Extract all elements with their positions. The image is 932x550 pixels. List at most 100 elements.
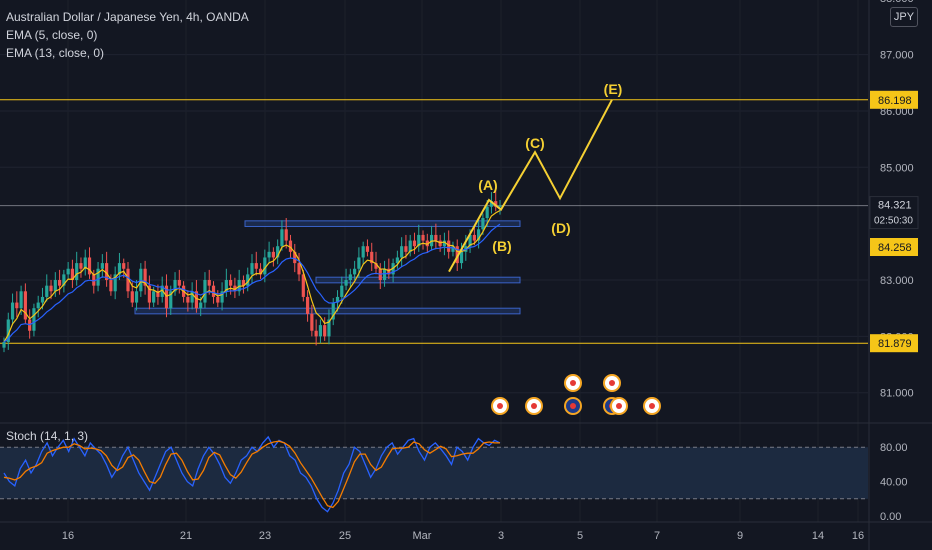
candle-body: [301, 274, 305, 297]
candle-body: [130, 291, 134, 303]
candle-body: [485, 206, 489, 219]
candle-body: [434, 234, 438, 241]
candle-body: [361, 246, 365, 258]
candle-body: [32, 308, 36, 331]
candle-body: [75, 263, 79, 281]
candle-body: [2, 342, 6, 348]
economic-events: [491, 374, 661, 415]
candle-body: [477, 229, 481, 241]
stoch-band: [0, 447, 868, 499]
candle-body: [365, 246, 370, 252]
candle-body: [331, 302, 335, 320]
candle-body: [186, 296, 190, 303]
candle-body: [421, 234, 425, 241]
candle-body: [147, 285, 151, 303]
candle-body: [284, 229, 288, 241]
candle-body: [177, 280, 181, 286]
chart-legend: Australian Dollar / Japanese Yen, 4h, OA…: [6, 8, 249, 62]
support-price-badge: [870, 238, 918, 256]
candle-body: [134, 291, 139, 303]
ema5-line: [3, 209, 501, 343]
candle-body: [66, 268, 70, 275]
candle-body: [203, 280, 207, 303]
time-tick: 16: [62, 530, 74, 542]
candle-body: [53, 280, 57, 292]
time-tick: 5: [577, 530, 583, 542]
candle-body: [194, 291, 199, 309]
candle-body: [92, 274, 96, 286]
candle-body: [62, 274, 66, 286]
candle-body: [382, 268, 387, 281]
candle-body: [36, 302, 40, 309]
candle-body: [117, 263, 122, 275]
price-zone: [315, 276, 521, 284]
candle-body: [169, 291, 173, 309]
candle-body: [357, 257, 361, 269]
candle-body: [280, 229, 284, 247]
candle-body: [258, 268, 263, 275]
price-zone: [244, 220, 521, 227]
event-dot-icon: [531, 403, 537, 409]
candle-body: [374, 263, 378, 269]
candle-body: [79, 263, 83, 269]
time-tick: 16: [852, 530, 864, 542]
candle-body: [400, 246, 404, 258]
candle-body: [447, 240, 451, 252]
event-dot-icon: [570, 380, 576, 386]
price-tick: 86.000: [880, 106, 914, 118]
candle-body: [19, 291, 23, 309]
time-tick: 7: [654, 530, 660, 542]
wave-label: (C): [525, 135, 544, 151]
candle-body: [122, 263, 126, 269]
horizontal-lines: [0, 99, 868, 344]
time-tick: 21: [180, 530, 192, 542]
candle-body: [370, 251, 374, 264]
candle-body: [40, 296, 45, 303]
stoch-tick: 80.00: [880, 442, 908, 454]
candle-body: [250, 263, 254, 275]
ema-lines: [3, 209, 501, 343]
stoch-tick: 0.00: [880, 511, 901, 523]
candle-body: [494, 201, 498, 207]
stoch-k-line: [3, 435, 501, 513]
candle-body: [310, 313, 314, 331]
candle-body: [489, 201, 494, 207]
last-price-value: 84.321: [878, 200, 912, 212]
candle-body: [10, 302, 15, 320]
candle-body: [327, 319, 331, 337]
currency-badge[interactable]: JPY: [890, 7, 918, 27]
candle-body: [263, 257, 267, 275]
candle-body: [395, 257, 399, 264]
ema13-line: [3, 223, 501, 343]
candle-body: [314, 330, 318, 337]
last-price-badge: [869, 196, 919, 230]
candle-body: [190, 291, 194, 303]
candle-body: [220, 291, 224, 303]
candle-body: [49, 285, 53, 292]
candle-body: [344, 280, 348, 286]
time-tick: 9: [737, 530, 743, 542]
candle-body: [164, 285, 169, 309]
candle-body: [387, 268, 391, 275]
candle-body: [45, 285, 49, 297]
candle-body: [224, 280, 228, 292]
time-tick: 14: [812, 530, 824, 542]
time-tick: Mar: [413, 530, 432, 542]
event-dot-icon: [609, 380, 615, 386]
candle-body: [173, 280, 177, 292]
candle-body: [412, 240, 417, 247]
stoch-tick: 40.00: [880, 477, 908, 489]
resistance-line-label-bg: [870, 90, 918, 109]
price-tick: 88.000: [880, 0, 914, 5]
candle-body: [143, 268, 147, 286]
candle-body: [87, 257, 92, 275]
support-price-value: 84.258: [878, 242, 912, 254]
candle-body: [70, 268, 75, 281]
candle-body: [438, 240, 442, 247]
grid: [0, 54, 868, 394]
candle-body: [297, 263, 301, 275]
event-dot-icon: [649, 403, 655, 409]
candle-body: [425, 240, 429, 247]
candle-body: [23, 291, 27, 320]
